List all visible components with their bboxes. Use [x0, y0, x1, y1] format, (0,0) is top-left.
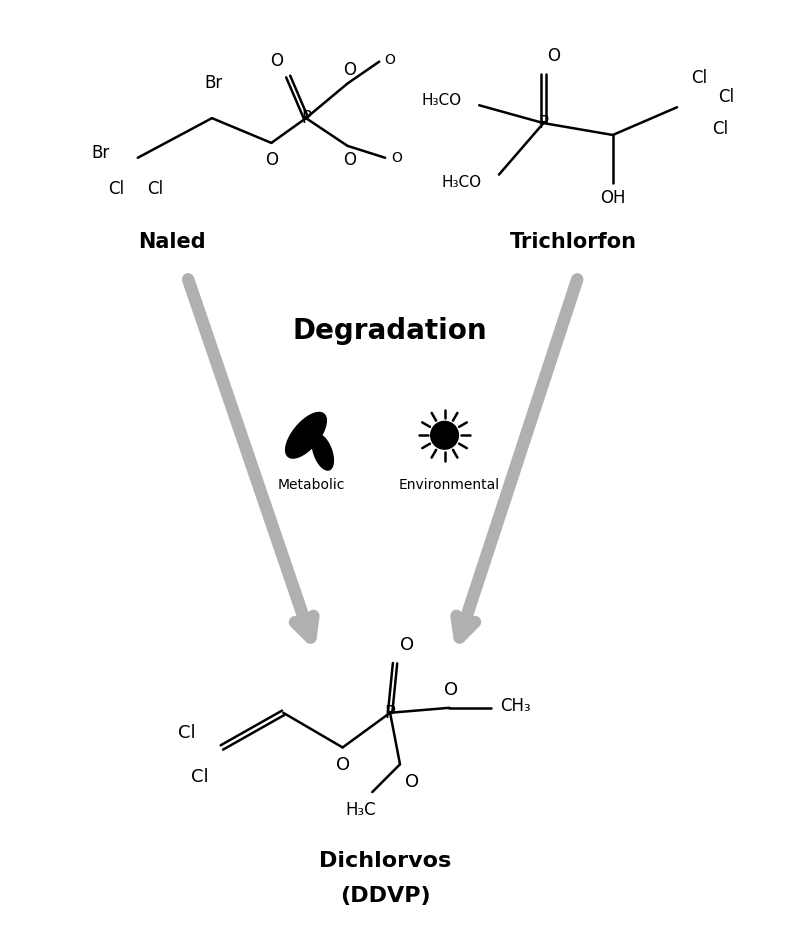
Polygon shape: [312, 434, 334, 470]
Text: OH: OH: [600, 190, 626, 207]
Text: O: O: [444, 681, 458, 699]
Text: O: O: [270, 52, 283, 70]
Text: O: O: [343, 151, 356, 168]
Text: Cl: Cl: [191, 768, 209, 786]
Text: Cl: Cl: [178, 724, 196, 741]
Text: O: O: [335, 756, 350, 775]
Text: O: O: [405, 773, 419, 791]
Text: H₃CO: H₃CO: [422, 93, 462, 108]
Text: O: O: [384, 53, 395, 67]
Text: Trichlorfon: Trichlorfon: [510, 232, 637, 252]
Text: Degradation: Degradation: [293, 317, 487, 345]
Text: O: O: [391, 151, 402, 165]
Text: (DDVP): (DDVP): [340, 886, 430, 906]
Text: P: P: [538, 114, 549, 132]
Text: O: O: [547, 46, 560, 65]
Text: H₃C: H₃C: [345, 801, 376, 819]
Text: H₃CO: H₃CO: [442, 175, 482, 190]
Text: O: O: [343, 60, 356, 78]
Text: Naled: Naled: [138, 232, 206, 252]
Text: O: O: [265, 151, 278, 168]
Text: Metabolic: Metabolic: [278, 478, 345, 492]
Text: Cl: Cl: [147, 180, 164, 198]
Text: Br: Br: [91, 144, 110, 162]
Text: Br: Br: [205, 74, 223, 92]
Text: Cl: Cl: [690, 69, 707, 86]
Text: Environmental: Environmental: [399, 478, 500, 492]
Text: Cl: Cl: [713, 120, 729, 138]
Circle shape: [430, 421, 458, 449]
Text: P: P: [301, 109, 311, 127]
Text: P: P: [385, 704, 395, 722]
Text: Cl: Cl: [718, 88, 734, 106]
Text: Dichlorvos: Dichlorvos: [319, 852, 451, 871]
Text: O: O: [400, 636, 414, 655]
Text: CH₃: CH₃: [501, 697, 531, 715]
Text: Cl: Cl: [108, 180, 124, 198]
Polygon shape: [286, 413, 326, 458]
